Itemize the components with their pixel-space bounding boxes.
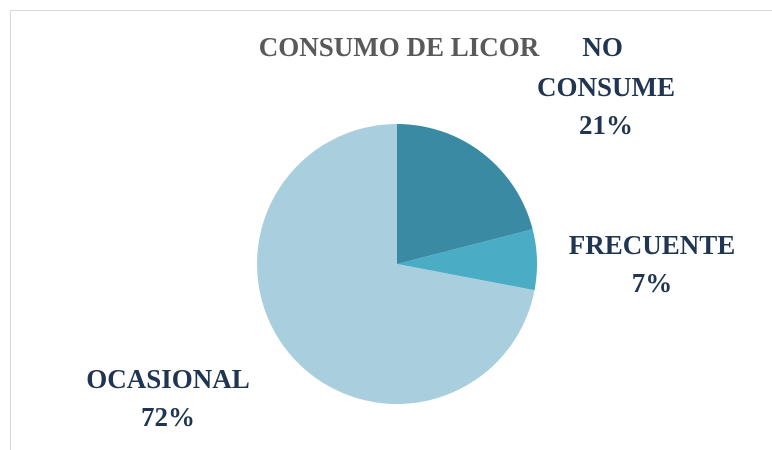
pie-slice — [397, 124, 533, 264]
slice-label: FRECUENTE — [569, 230, 736, 260]
pie-slice — [397, 229, 537, 291]
slice-value-label: 21% — [579, 110, 633, 140]
slice-value-label: 7% — [632, 268, 673, 298]
chart-title: CONSUMO DE LICOR — [259, 32, 540, 62]
slice-label: OCASIONAL — [86, 364, 250, 394]
slice-value-label: 72% — [141, 402, 195, 432]
slice-label: NO CONSUME — [537, 32, 675, 102]
pie-slice — [257, 124, 535, 404]
